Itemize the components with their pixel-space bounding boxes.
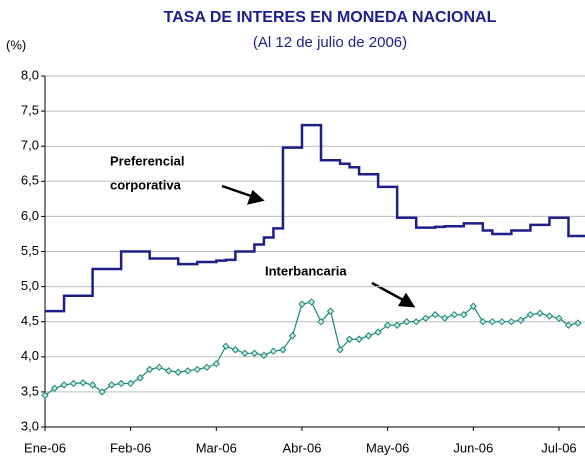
x-tick-label: May-06 xyxy=(366,440,409,455)
marker xyxy=(564,321,573,329)
marker xyxy=(479,317,487,326)
marker xyxy=(469,302,478,310)
marker xyxy=(526,310,535,319)
series-line xyxy=(45,123,585,313)
marker xyxy=(536,309,544,317)
marker xyxy=(203,363,211,372)
arrow xyxy=(221,184,255,199)
y-tick-label: 6,0 xyxy=(21,208,39,223)
y-tick-label: 5,5 xyxy=(21,243,39,258)
marker xyxy=(507,317,516,326)
marker xyxy=(231,346,240,354)
marker xyxy=(222,342,230,350)
marker xyxy=(241,349,249,357)
marker xyxy=(165,367,173,375)
y-tick-label: 4,0 xyxy=(21,348,39,363)
marker xyxy=(269,347,278,355)
y-axis-label: (%) xyxy=(6,37,26,52)
marker xyxy=(260,351,268,360)
x-tick-label: Jun-06 xyxy=(453,440,493,455)
x-tick-label: Abr-06 xyxy=(282,440,321,455)
marker xyxy=(288,332,297,340)
marker xyxy=(545,312,554,320)
marker xyxy=(336,346,344,354)
marker xyxy=(422,314,430,322)
marker xyxy=(431,310,439,319)
arrows xyxy=(221,184,416,308)
y-tick-label: 8,0 xyxy=(21,67,39,82)
annotation: corporativa xyxy=(110,177,182,192)
marker xyxy=(326,307,335,315)
y-tick-label: 7,0 xyxy=(21,138,39,153)
marker xyxy=(145,365,154,374)
y-tick-label: 4,5 xyxy=(21,313,39,328)
marker xyxy=(60,381,68,389)
marker xyxy=(174,368,182,376)
y-tick-label: 5,0 xyxy=(21,278,39,293)
marker xyxy=(441,314,449,322)
annotation: Preferencial xyxy=(110,153,184,168)
marker xyxy=(155,363,163,372)
marker xyxy=(355,335,363,343)
marker xyxy=(317,317,325,326)
marker xyxy=(250,349,259,357)
marker xyxy=(498,317,506,326)
marker xyxy=(193,365,201,374)
arrow-head xyxy=(397,292,416,308)
marker xyxy=(460,310,468,319)
marker xyxy=(450,310,458,319)
marker xyxy=(50,384,59,393)
marker xyxy=(412,317,420,326)
series-line xyxy=(44,301,579,396)
marker xyxy=(402,317,411,326)
marker xyxy=(383,321,392,329)
marker xyxy=(98,388,106,396)
annotation: Interbancaria xyxy=(265,263,347,278)
marker xyxy=(126,379,135,388)
marker xyxy=(117,379,125,388)
marker xyxy=(555,314,563,322)
marker xyxy=(374,328,382,336)
marker xyxy=(212,360,221,368)
marker xyxy=(393,321,401,329)
marker xyxy=(88,381,97,389)
chart-title: TASA DE INTERES EN MONEDA NACIONAL xyxy=(164,9,497,26)
marker xyxy=(69,379,78,388)
arrow xyxy=(371,281,406,303)
marker xyxy=(279,346,287,354)
marker xyxy=(79,379,87,387)
marker xyxy=(488,317,497,326)
marker xyxy=(574,319,582,327)
marker xyxy=(298,300,306,308)
y-tick-label: 3,5 xyxy=(21,383,39,398)
marker xyxy=(345,335,354,343)
arrow-head xyxy=(247,189,265,205)
x-tick-label: Feb-06 xyxy=(110,440,151,455)
marker xyxy=(184,367,192,375)
chart-subtitle: (Al 12 de julio de 2006) xyxy=(253,34,407,51)
marker xyxy=(307,298,316,306)
marker xyxy=(107,381,116,389)
x-tick-label: Mar-06 xyxy=(196,440,237,455)
y-tick-label: 3,0 xyxy=(21,418,39,433)
marker xyxy=(364,332,373,340)
y-tick-label: 7,5 xyxy=(21,103,39,118)
x-tick-label: Jul-06 xyxy=(541,440,576,455)
x-tick-label: Ene-06 xyxy=(24,440,66,455)
marker xyxy=(136,374,144,382)
marker xyxy=(41,391,49,400)
y-tick-label: 6,5 xyxy=(21,173,39,188)
marker xyxy=(517,316,525,325)
